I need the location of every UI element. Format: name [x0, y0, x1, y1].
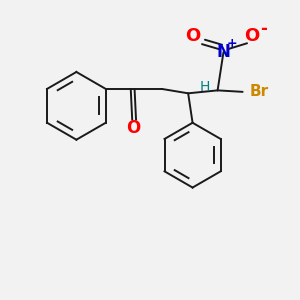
Text: O: O — [185, 28, 201, 46]
Text: N: N — [217, 43, 230, 61]
Text: H: H — [200, 80, 210, 94]
Text: -: - — [260, 20, 267, 38]
Text: O: O — [244, 28, 259, 46]
Text: O: O — [126, 119, 140, 137]
Text: +: + — [226, 37, 237, 50]
Text: Br: Br — [250, 84, 269, 99]
